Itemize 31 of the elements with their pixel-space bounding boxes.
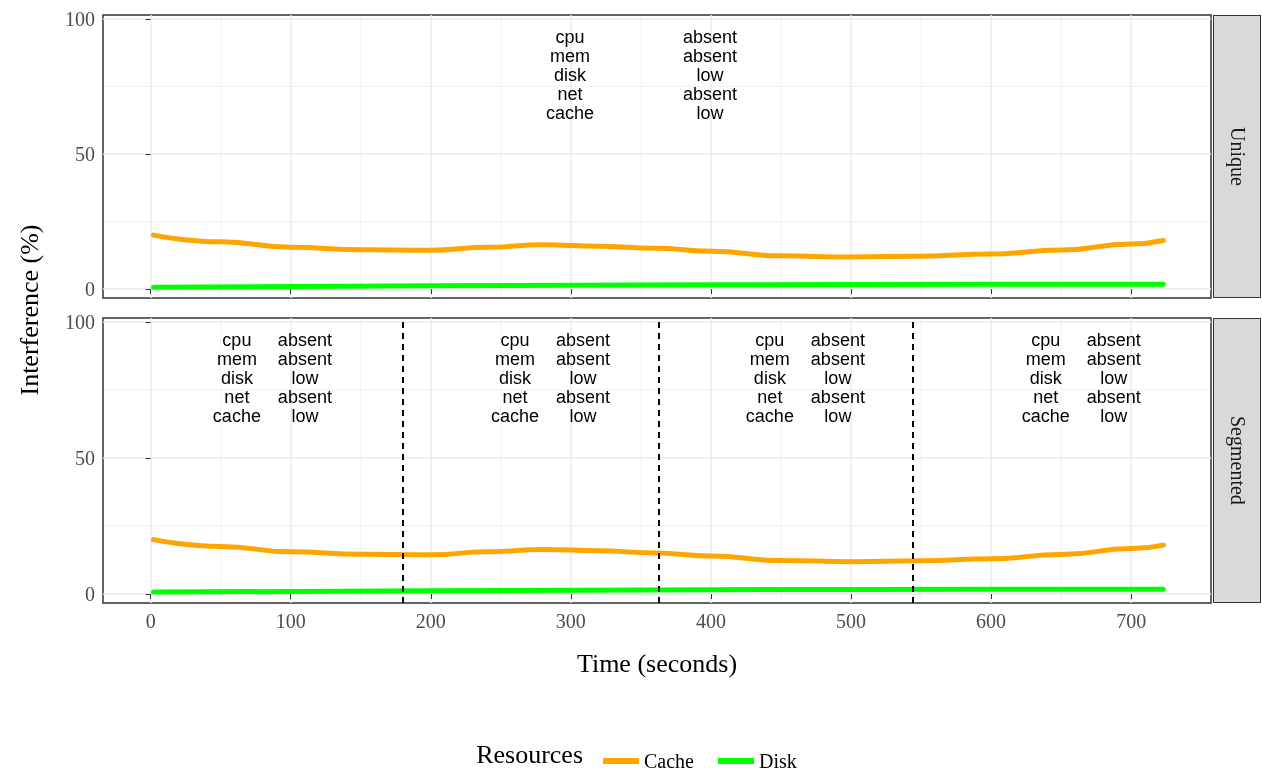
annotation: cpu mem disk net cache — [545, 26, 595, 123]
annotation: absent absent low absent low — [682, 26, 738, 123]
y-axis-title: Interference (%) — [15, 224, 45, 396]
y-tick-label: 100 — [65, 311, 95, 334]
y-tick-label: 0 — [85, 583, 95, 606]
legend-label: Disk — [758, 750, 797, 772]
x-axis-title: Time (seconds) — [576, 648, 738, 678]
y-tick-label: 50 — [75, 447, 95, 470]
x-tick-label: 700 — [1116, 610, 1147, 632]
x-tick-label: 500 — [836, 610, 867, 632]
y-tick-label: 50 — [75, 143, 95, 166]
x-tick-label: 0 — [145, 610, 156, 632]
legend-label: Cache — [644, 750, 695, 772]
y-tick-label: 100 — [65, 8, 95, 31]
annotation: cpu mem disk net cache — [212, 329, 261, 426]
x-tick-label: 100 — [275, 610, 306, 632]
annotation: absent absent low absent low — [810, 329, 865, 426]
y-tick-label: 0 — [85, 278, 95, 301]
annotation: cpu mem disk net cache — [490, 329, 539, 426]
annotation: absent absent low absent low — [1086, 329, 1141, 426]
text: Segmented — [1225, 416, 1249, 505]
annotation: cpu mem disk net cache — [1021, 329, 1070, 426]
x-tick-label: 200 — [415, 610, 446, 632]
annotation: absent absent low absent low — [555, 329, 610, 426]
x-tick-label: 400 — [695, 610, 726, 632]
annotation: cpu mem disk net cache — [745, 329, 794, 426]
legend-title: Resources — [476, 739, 583, 769]
x-tick-label: 300 — [555, 610, 586, 632]
text: Unique — [1225, 127, 1249, 186]
x-tick-label: 600 — [976, 610, 1007, 632]
annotation: absent absent low absent low — [277, 329, 332, 426]
